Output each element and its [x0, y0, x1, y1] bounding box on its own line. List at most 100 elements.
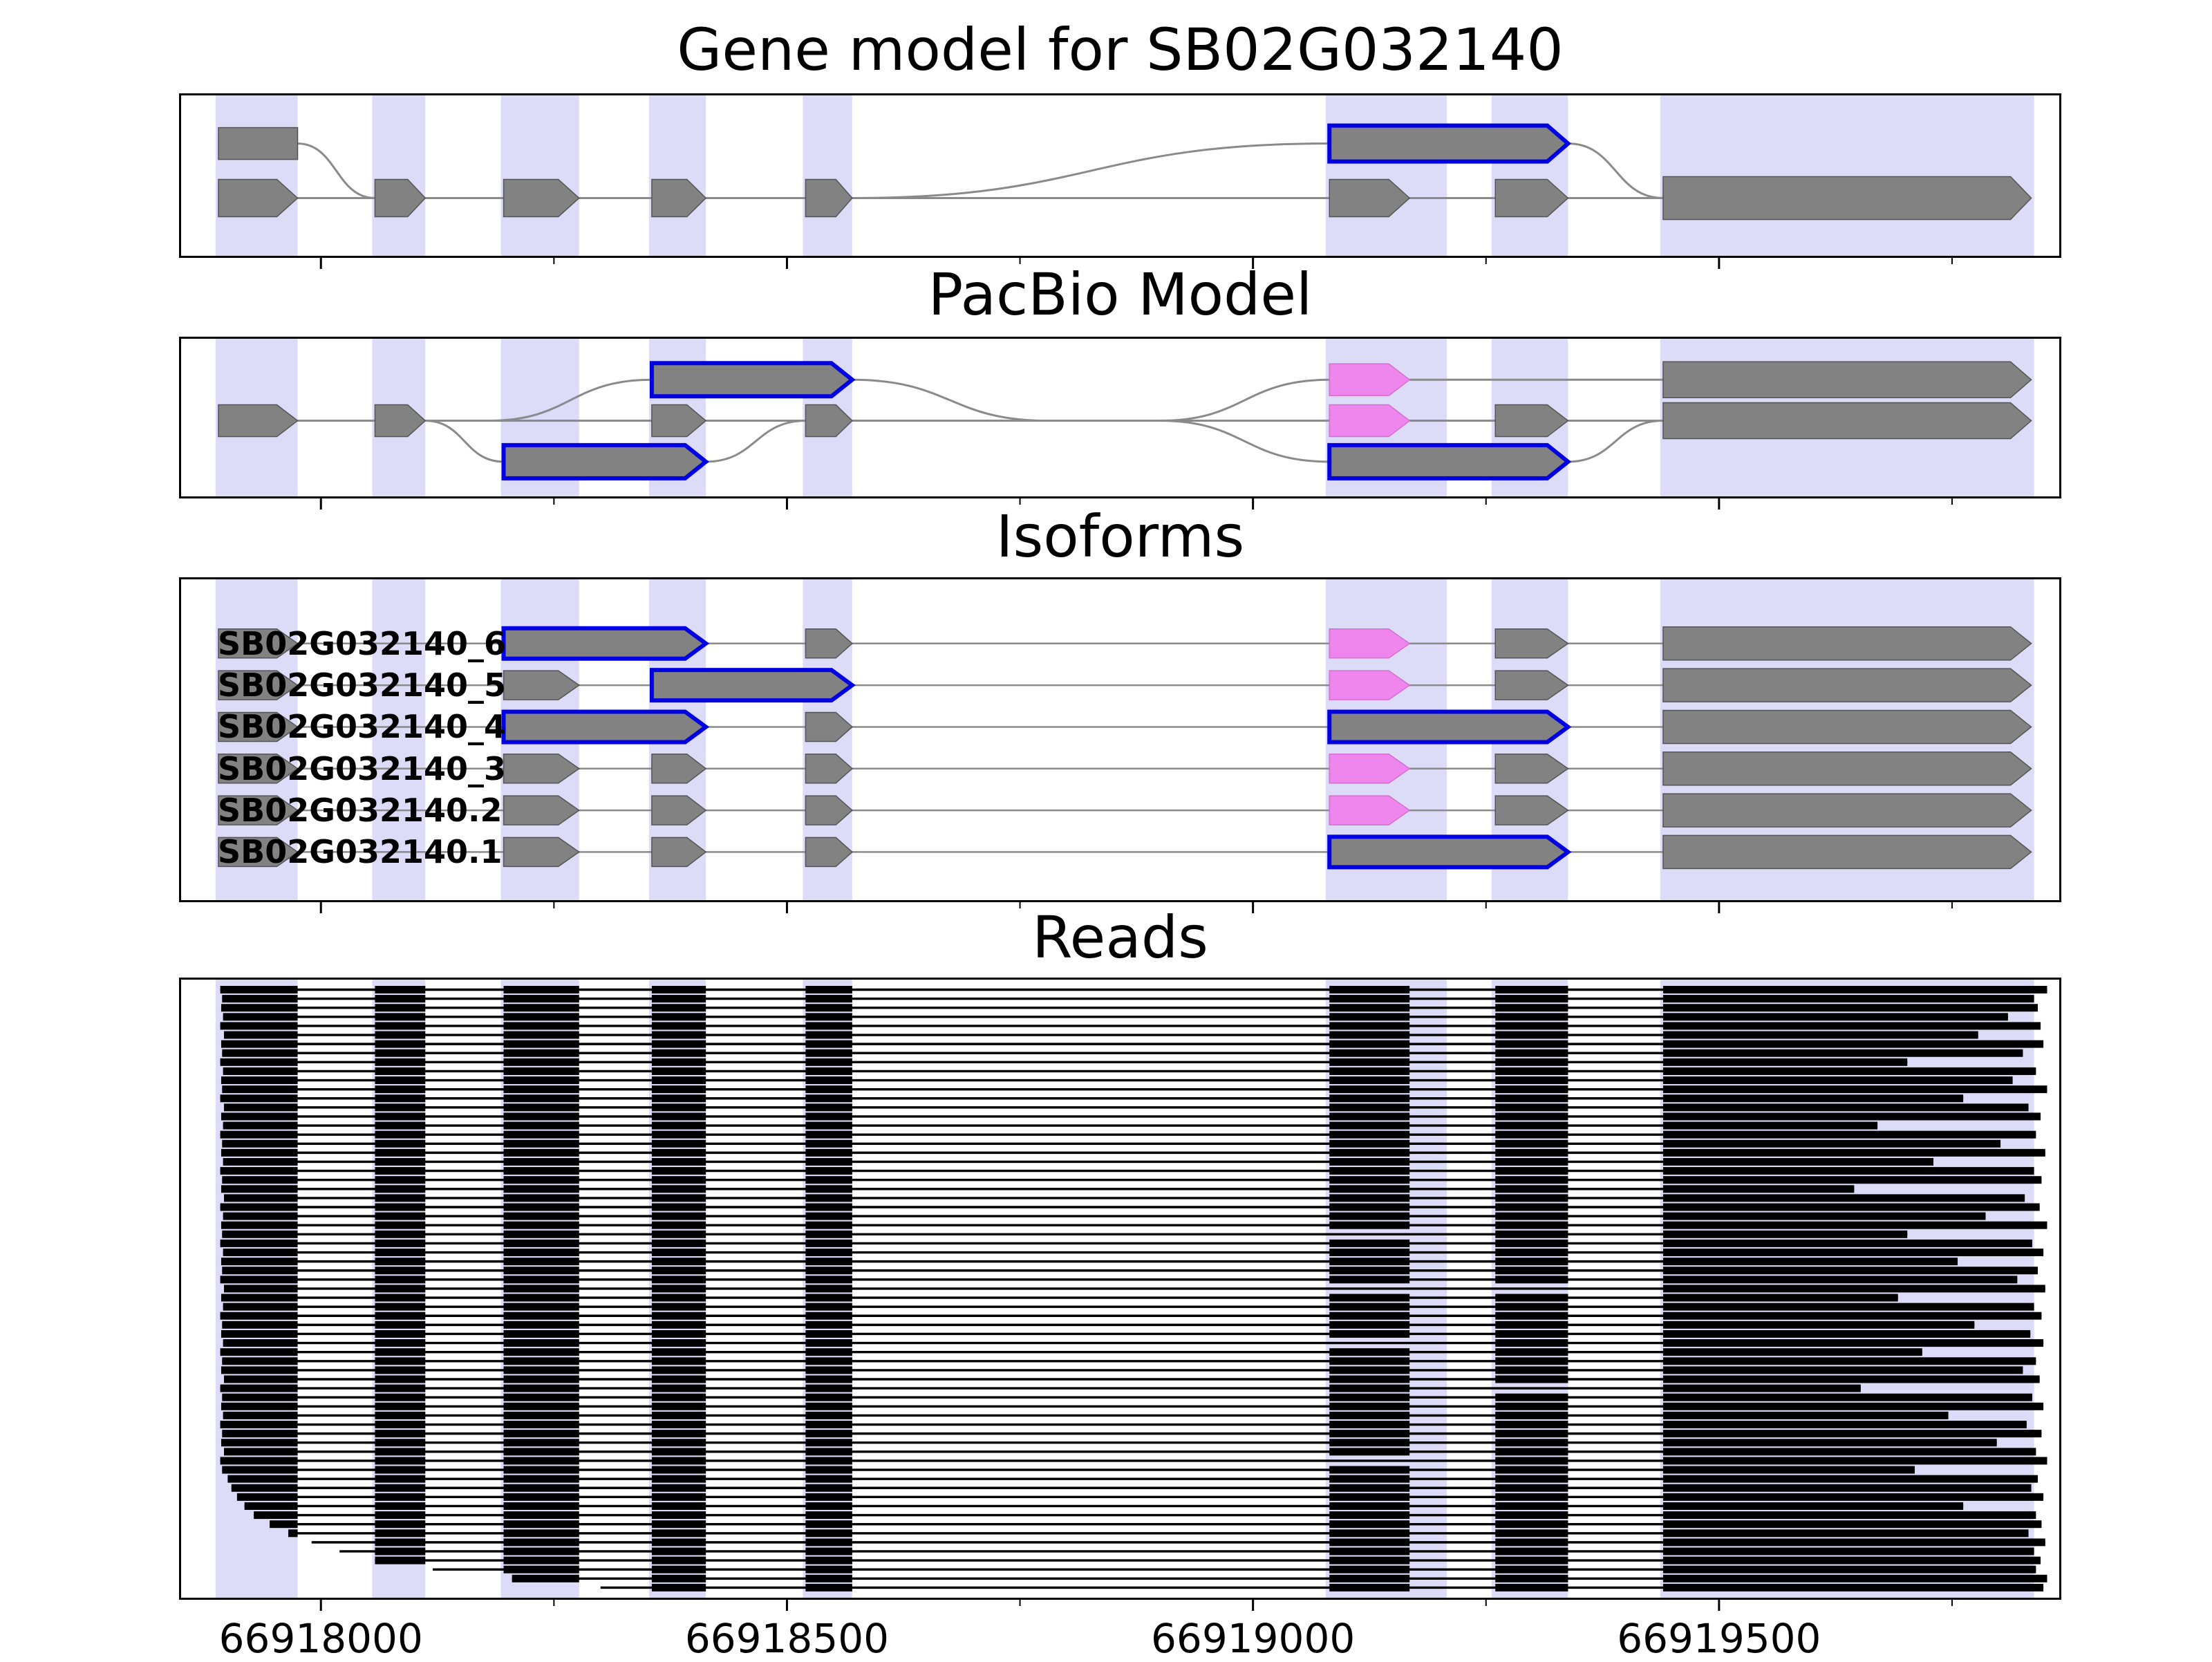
read-exon-block [805, 1448, 852, 1456]
read-exon-block [221, 1402, 298, 1410]
read-exon-block [375, 1058, 426, 1066]
read-exon-block [805, 1529, 852, 1538]
read-exon-block [805, 1230, 852, 1238]
read-exon-block [503, 1013, 579, 1021]
exon-blue-highlight [1327, 442, 1572, 480]
read-exon-block [651, 1384, 706, 1392]
read-exon-block [1329, 1411, 1410, 1419]
read-exon-block [503, 1076, 579, 1085]
read-exon-block [503, 1329, 579, 1338]
read-exon-block [503, 1148, 579, 1157]
read-exon-block [503, 1094, 579, 1103]
exon-region-band [1660, 95, 2034, 256]
read-exon-block [805, 1574, 852, 1582]
read-exon-block [503, 1520, 579, 1529]
read-exon-block [651, 1547, 706, 1556]
read-exon-block [805, 1538, 852, 1547]
read-exon-block [1495, 1357, 1568, 1365]
read-exon-block [651, 1366, 706, 1374]
isoform-label-6: SB02G032140_6 [218, 624, 507, 662]
read-exon-block [375, 1148, 426, 1157]
exon-gray [218, 795, 299, 825]
read-exon-block [224, 1194, 298, 1202]
read-exon-block [375, 1339, 426, 1347]
read-exon-block [651, 1466, 706, 1474]
read-exon-block [1662, 1185, 1855, 1193]
read-exon-block [1329, 1221, 1410, 1229]
read-exon-block [221, 1148, 298, 1157]
read-exon-block [651, 1421, 706, 1429]
read-exon-block [220, 1348, 298, 1356]
read-exon-block [375, 986, 426, 993]
read-exon-block [1329, 1157, 1410, 1166]
exon-blue-highlight [501, 709, 710, 745]
read-exon-block [221, 1040, 298, 1048]
read-exon-block [651, 1329, 706, 1338]
read-exon-block [1329, 1529, 1410, 1538]
read-exon-block [805, 986, 852, 993]
read-exon-block [503, 1203, 579, 1211]
read-exon-block [1662, 1157, 1933, 1166]
read-exon-block [503, 1457, 579, 1465]
read-exon-block [805, 1212, 852, 1220]
exon-gray [651, 837, 707, 868]
read-exon-block [1329, 1103, 1410, 1112]
exon-pink [1329, 670, 1411, 700]
read-exon-block [651, 1049, 706, 1057]
read-exon-block [651, 1393, 706, 1401]
read-exon-block [1662, 1167, 2034, 1175]
exon-region-band [372, 95, 426, 256]
pacbio-plot [215, 339, 2034, 496]
read-exon-block [503, 1031, 579, 1039]
read-exon-block [1495, 1302, 1568, 1311]
read-exon-block [223, 1339, 298, 1347]
read-exon-block [1329, 1085, 1410, 1094]
read-exon-block [1662, 1194, 2025, 1202]
isoform-label-5: SB02G032140_5 [218, 666, 507, 704]
read-exon-block [375, 1194, 426, 1202]
exon-blue-highlight [1327, 123, 1571, 164]
splice-curve [852, 142, 1330, 199]
read-exon-block [1329, 1402, 1410, 1410]
read-exon-block [375, 1538, 426, 1547]
exon-gray [1494, 178, 1569, 218]
read-exon-block [223, 1411, 298, 1419]
read-exon-block [651, 1484, 706, 1492]
read-exon-block [651, 1276, 706, 1284]
read-exon-block [651, 1094, 706, 1103]
read-exon-block [222, 1466, 298, 1474]
read-exon-block [805, 1466, 852, 1474]
read-exon-block [805, 1320, 852, 1329]
read-exon-block [375, 1249, 426, 1257]
exon-gray [805, 754, 853, 784]
read-exon-block [1662, 1239, 2032, 1247]
read-exon-block [375, 1276, 426, 1284]
read-exon-block [503, 1285, 579, 1293]
read-exon-block [805, 1067, 852, 1075]
read-exon-block [805, 1311, 852, 1320]
read-exon-block [1329, 1167, 1410, 1175]
read-exon-block [1329, 1148, 1410, 1157]
read-exon-block [221, 1366, 298, 1374]
read-exon-block [805, 1357, 852, 1365]
read-exon-block [1329, 1511, 1410, 1520]
read-exon-block [1495, 1258, 1568, 1266]
read-exon-block [805, 1239, 852, 1247]
read-exon-block [220, 1094, 298, 1103]
read-exon-block [1329, 1430, 1410, 1438]
read-exon-block [375, 1366, 426, 1374]
read-exon-block [805, 1402, 852, 1410]
read-exon-block [1495, 1583, 1568, 1591]
read-exon-block [805, 1031, 852, 1039]
gene-model-plot [215, 95, 2034, 256]
exon-gray [651, 178, 707, 218]
read-exon-block [1662, 1311, 2042, 1320]
read-exon-block [375, 1121, 426, 1130]
read-exon-block [375, 1311, 426, 1320]
read-exon-block [651, 1112, 706, 1121]
read-exon-block [1329, 1547, 1410, 1556]
read-exon-block [375, 1547, 426, 1556]
read-exon-block [503, 1267, 579, 1275]
read-exon-block [805, 1294, 852, 1302]
read-exon-block [651, 1402, 706, 1410]
